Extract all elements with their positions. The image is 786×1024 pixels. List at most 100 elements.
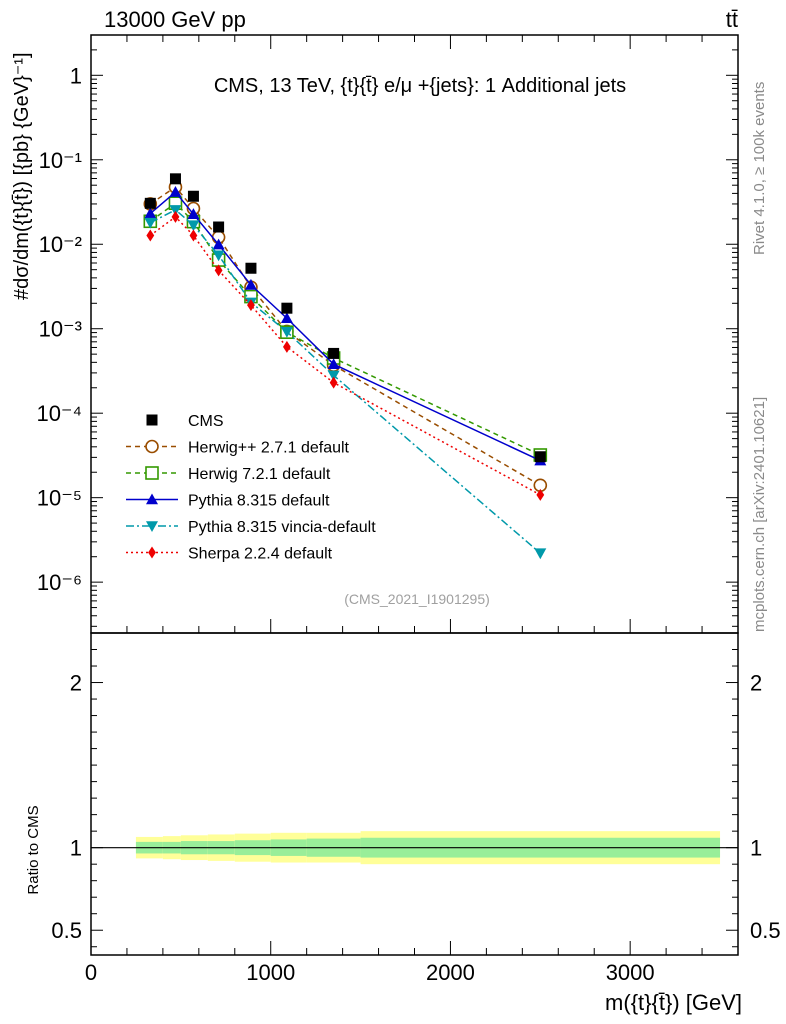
ratio-marker-herwig-2-7-1-default: [281, 919, 293, 931]
cms-data-point: [187, 190, 199, 202]
ratio-axis-title: Ratio to CMS: [25, 805, 42, 894]
ratio-marker-herwig-7-2-1-default: [245, 932, 257, 944]
ratio-line-pythia-8-315-vincia-default: [150, 915, 540, 1001]
main-marker-pythia-8-315-default: [144, 207, 157, 219]
ratio-marker-pythia-8-315-default: [144, 881, 156, 892]
main-marker-pythia-8-315-vincia-default: [144, 217, 157, 229]
legend-marker: [148, 546, 156, 559]
cms-data-point: [144, 197, 156, 209]
ratio-tick-label-right: 2: [750, 671, 762, 696]
rivet-label: Rivet 4.1.0, ≥ 100k events: [751, 82, 768, 255]
y-tick-label: 1: [70, 63, 82, 88]
chart-title: CMS, 13 TeV, {t}{t̄} e/μ +{jets}: 1 Addi…: [214, 75, 626, 97]
ratio-marker-pythia-8-315-vincia-default: [144, 911, 156, 922]
ratio-marker-pythia-8-315-default: [169, 891, 181, 902]
ratio-marker-pythia-8-315-vincia-default: [245, 944, 257, 955]
legend-label: Herwig 7.2.1 default: [188, 466, 331, 483]
y-axis-title: #dσ/dm({t}{t̄}) [{pb} {GeV}⁻¹]: [11, 52, 33, 300]
ratio-marker-herwig-7-2-1-default: [213, 940, 225, 952]
cms-data-point: [328, 347, 340, 359]
main-line-pythia-8-315-vincia-default: [149, 209, 541, 554]
axis-ticks: 1 10⁻¹ 10⁻² 10⁻³ 10⁻⁴ 10⁻⁵ 10⁻⁶ 0 1000 2000 3000 2 2…: [36, 34, 781, 985]
main-marker-pythia-8-315-default: [280, 312, 293, 324]
y-tick-label: 10⁻⁴: [36, 401, 82, 426]
ratio-tick-label-right: 0.5: [750, 918, 781, 943]
ratio-marker-pythia-8-315-default: [281, 880, 293, 891]
ratio-marker-pythia-8-315-default: [245, 904, 257, 915]
main-marker-sherpa-2-2-4-default: [171, 210, 180, 223]
ratio-marker-herwig-2-7-1-default: [328, 888, 340, 900]
main-marker-sherpa-2-2-4-default: [536, 488, 545, 501]
legend-marker: [146, 521, 158, 532]
y-tick-label: 10⁻¹: [39, 148, 82, 173]
analysis-id: (CMS_2021_I1901295): [344, 591, 490, 607]
main-plot-frame: [90, 34, 739, 634]
y-tick-label: 10⁻⁵: [37, 486, 82, 511]
ratio-marker-pythia-8-315-vincia-default: [169, 937, 181, 948]
main-line-herwig-2-7-1-default: [149, 186, 541, 486]
main-marker-pythia-8-315-default: [169, 186, 182, 197]
ratio-marker-pythia-8-315-vincia-default: [328, 918, 340, 929]
ratio-marker-pythia-8-315-vincia-default: [213, 932, 225, 943]
legend-marker: [146, 414, 158, 426]
ratio-marker-herwig-2-7-1-default: [187, 889, 199, 901]
main-marker-pythia-8-315-vincia-default: [187, 220, 200, 232]
ratio-series-layer: [144, 785, 546, 1007]
cms-data-point: [534, 451, 546, 463]
cms-data-point: [245, 262, 257, 274]
cms-data-point: [281, 302, 293, 314]
x-axis-title: m({t}{t̄}) [GeV]: [605, 990, 742, 1015]
ratio-marker-sherpa-2-2-4-default: [172, 954, 180, 966]
x-tick-label: 0: [85, 960, 97, 985]
legend-label: Herwig++ 2.7.1 default: [188, 440, 350, 457]
main-marker-sherpa-2-2-4-default: [282, 340, 291, 353]
legend-marker: [146, 493, 158, 505]
y-tick-label: 10⁻²: [39, 232, 82, 257]
y-tick-label: 10⁻⁶: [37, 570, 82, 595]
ratio-marker-sherpa-2-2-4-default: [536, 959, 544, 971]
x-tick-label: 3000: [606, 960, 655, 985]
main-marker-sherpa-2-2-4-default: [189, 229, 198, 242]
cms-data-point: [213, 221, 225, 233]
ratio-marker-herwig-7-2-1-default: [281, 921, 293, 933]
ratio-tick-label-left: 0.5: [51, 918, 82, 943]
ratio-marker-herwig-2-7-1-default: [169, 875, 181, 887]
x-tick-label: 1000: [246, 960, 295, 985]
ratio-marker-herwig-2-7-1-default: [245, 909, 257, 921]
main-marker-pythia-8-315-default: [244, 278, 257, 290]
main-marker-sherpa-2-2-4-default: [146, 229, 155, 242]
ratio-marker-herwig-2-7-1-default: [534, 942, 546, 954]
legend-label: Pythia 8.315 default: [188, 493, 330, 510]
ratio-marker-sherpa-2-2-4-default: [215, 957, 223, 969]
ratio-marker-pythia-8-315-vincia-default: [534, 996, 546, 1007]
y-tick-label: 10⁻³: [39, 317, 82, 342]
main-marker-sherpa-2-2-4-default: [329, 376, 338, 389]
cms-data-point: [169, 173, 181, 185]
ratio-marker-herwig-7-2-1-default: [187, 924, 199, 936]
main-marker-pythia-8-315-vincia-default: [212, 250, 225, 262]
ratio-tick-label-left: 2: [70, 671, 82, 696]
main-marker-pythia-8-315-vincia-default: [280, 326, 293, 338]
data-points-layer: [144, 173, 546, 463]
x-tick-label: 2000: [426, 960, 475, 985]
ratio-marker-pythia-8-315-default: [213, 904, 225, 915]
main-marker-sherpa-2-2-4-default: [214, 264, 223, 277]
ratio-marker-herwig-2-7-1-default: [213, 882, 225, 894]
energy-label: 13000 GeV pp: [104, 7, 246, 32]
main-marker-sherpa-2-2-4-default: [247, 299, 255, 312]
ratio-marker-pythia-8-315-default: [187, 905, 199, 916]
legend-label: Sherpa 2.2.4 default: [188, 546, 333, 563]
ratio-uncertainty-bands: [91, 831, 738, 865]
mcplots-label: mcplots.cern.ch [arXiv:2401.10621]: [751, 397, 768, 632]
legend-label: Pythia 8.315 vincia-default: [188, 519, 376, 536]
main-marker-pythia-8-315-default: [187, 208, 200, 219]
ratio-marker-pythia-8-315-vincia-default: [281, 920, 293, 931]
ratio-line-pythia-8-315-default: [150, 864, 540, 911]
main-marker-pythia-8-315-vincia-default: [169, 205, 182, 216]
main-series-layer: [143, 180, 548, 560]
main-marker-pythia-8-315-vincia-default: [327, 370, 340, 382]
ratio-marker-herwig-7-2-1-default: [169, 922, 181, 934]
ratio-tick-label-left: 1: [70, 836, 82, 861]
process-label: tt̄: [726, 7, 738, 32]
